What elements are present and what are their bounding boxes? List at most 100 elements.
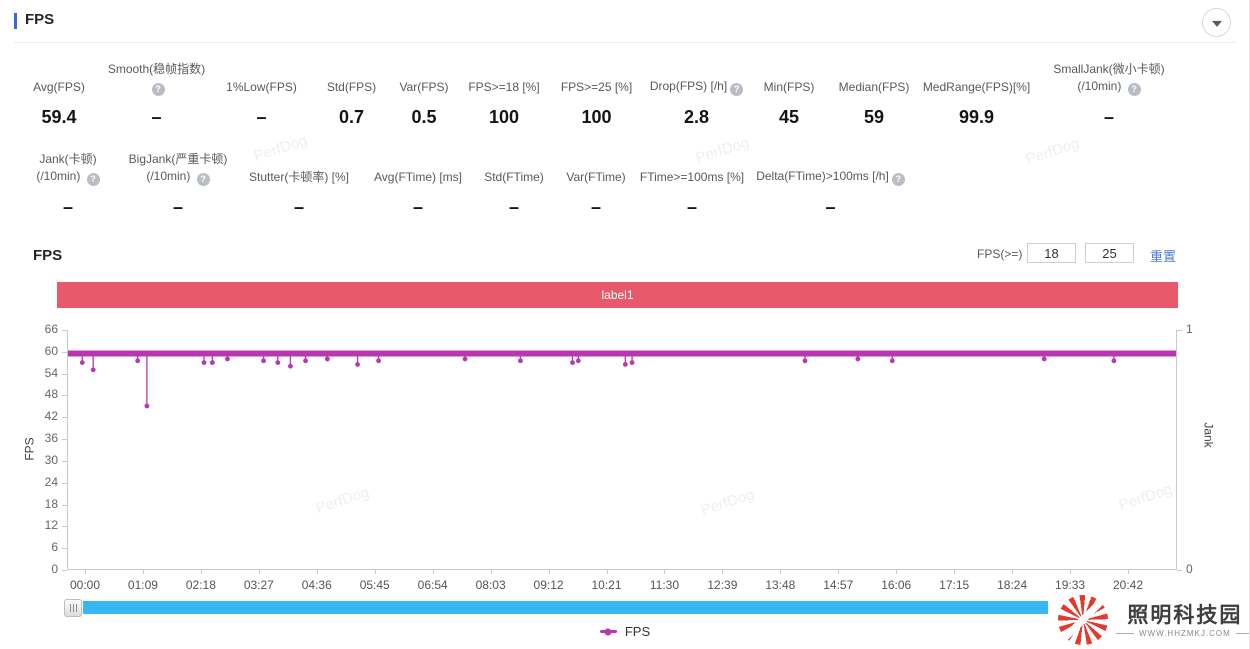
stat-label: Avg(FTime) [ms] <box>373 170 462 184</box>
xtick-mark <box>1012 570 1014 574</box>
help-icon[interactable]: ? <box>730 83 744 96</box>
ytick-label: 42 <box>44 409 58 424</box>
starburst-icon <box>1058 595 1108 645</box>
stat-label: Stutter(卡顿率) [%] <box>248 170 349 184</box>
stat-label: Std(FTime) <box>484 170 544 184</box>
ytick-mark <box>62 460 67 462</box>
panel-title: FPS <box>25 11 55 28</box>
xtick-label: 13:48 <box>765 578 796 592</box>
stat-value: 100 <box>488 107 520 127</box>
collapse-button[interactable] <box>1202 8 1231 37</box>
ytick-label: 18 <box>44 496 58 511</box>
section-accent-bar <box>14 13 17 29</box>
help-icon[interactable]: ? <box>151 83 165 96</box>
stat-label: FPS>=25 [%] <box>560 80 633 94</box>
stat-item: FPS>=18 [%] 100 <box>459 60 549 132</box>
stat-item: Avg(FPS) 59.4 <box>14 60 104 132</box>
xtick-mark <box>606 570 608 574</box>
xtick-label: 05:45 <box>359 578 390 592</box>
xtick-label: 18:24 <box>997 578 1028 592</box>
fps-threshold-label: FPS(>=) <box>977 247 1023 261</box>
stat-value: – <box>825 197 836 217</box>
stat-item: Median(FPS) 59 <box>829 60 919 132</box>
banner-label: label1 <box>601 288 634 302</box>
timeline-scrollbar-handle[interactable] <box>64 599 82 617</box>
help-icon[interactable]: ? <box>891 173 905 186</box>
chart-plot-area[interactable] <box>67 330 1177 570</box>
ytick-label: 54 <box>44 365 58 380</box>
xtick-mark <box>780 570 782 574</box>
watermark: PerfDog <box>1023 134 1082 169</box>
stat-item: Stutter(卡顿率) [%] – <box>234 150 364 222</box>
ytick-mark <box>1177 570 1182 571</box>
stat-label: FPS>=18 [%] <box>468 80 540 94</box>
ytick-mark <box>62 570 67 571</box>
stats-row-2: Jank(卡顿) (/10min) ? – BigJank(严重卡顿) (/10mi… <box>14 150 913 222</box>
ytick-mark <box>62 439 67 441</box>
xtick-label: 12:39 <box>707 578 738 592</box>
ytick-mark <box>1177 330 1182 331</box>
stat-label: Var(FPS) <box>399 80 449 94</box>
stat-label: SmallJank(微小卡顿) (/10min) ? <box>1053 62 1165 96</box>
stat-value: – <box>256 107 267 127</box>
ytick-mark <box>62 373 67 375</box>
stat-item: Std(FPS) 0.7 <box>314 60 389 132</box>
stat-value: 59 <box>863 107 885 127</box>
rtick-label: 1 <box>1186 322 1193 336</box>
stat-label: Var(FTime) <box>566 170 626 184</box>
stat-label: Delta(FTime)>100ms [/h]? <box>748 150 913 186</box>
ytick-label: 30 <box>44 452 58 467</box>
ytick-mark <box>62 417 67 419</box>
xtick-mark <box>838 570 840 574</box>
ytick-label: 12 <box>44 518 58 533</box>
stat-item: Min(FPS) 45 <box>749 60 829 132</box>
stat-value: 45 <box>778 107 800 127</box>
xtick-label: 09:12 <box>533 578 564 592</box>
legend-item-fps[interactable]: FPS <box>0 624 1249 639</box>
xtick-mark <box>316 570 318 574</box>
chart-annotation-banner: label1 <box>57 282 1178 308</box>
xtick-label: 06:54 <box>417 578 448 592</box>
site-logo: 照明科技园 WWW.HHZMKJ.COM <box>1058 593 1240 647</box>
ytick-mark <box>62 330 67 331</box>
stat-value: – <box>590 197 601 217</box>
stat-label: FTime>=100ms [%] <box>639 170 745 184</box>
xtick-mark <box>896 570 898 574</box>
logo-name: 照明科技园 <box>1127 603 1243 627</box>
xtick-label: 03:27 <box>243 578 274 592</box>
ytick-label: 24 <box>44 474 58 489</box>
stats-row-1: Avg(FPS) 59.4 Smooth(稳帧指数)? – 1%Low(FPS)… <box>14 60 1184 132</box>
ytick-label: 0 <box>51 562 58 576</box>
xtick-mark <box>85 570 86 574</box>
fps-threshold-min-input[interactable] <box>1027 243 1076 263</box>
xtick-mark <box>548 570 550 574</box>
xtick-mark <box>200 570 202 574</box>
stat-item: BigJank(严重卡顿) (/10min) ? – <box>122 150 234 222</box>
stat-label: Smooth(稳帧指数)? <box>107 62 206 96</box>
xtick-mark <box>954 570 956 574</box>
legend-marker-icon <box>599 628 617 635</box>
stat-label: BigJank(严重卡顿) (/10min) ? <box>128 152 228 186</box>
ytick-mark <box>62 504 67 506</box>
xtick-label: 02:18 <box>185 578 216 592</box>
help-icon[interactable]: ? <box>1127 83 1141 96</box>
stat-item: Avg(FTime) [ms] – <box>364 150 472 222</box>
stat-value: 2.8 <box>683 107 710 127</box>
ytick-mark <box>62 395 67 397</box>
stat-value: 0.5 <box>411 107 437 127</box>
timeline-scrollbar[interactable] <box>83 601 1048 614</box>
xtick-mark <box>722 570 724 574</box>
stat-value: – <box>508 197 519 217</box>
xtick-mark <box>142 570 144 574</box>
stat-item: Var(FTime) – <box>556 150 636 222</box>
stat-value: – <box>151 107 162 127</box>
fps-threshold-max-input[interactable] <box>1085 243 1134 263</box>
help-icon[interactable]: ? <box>196 173 210 186</box>
reset-link[interactable]: 重置 <box>1150 249 1177 264</box>
stat-label: Jank(卡顿) (/10min) ? <box>14 150 122 186</box>
stat-item: 1%Low(FPS) – <box>209 60 314 132</box>
stat-item: SmallJank(微小卡顿) (/10min) ? – <box>1034 60 1184 132</box>
ytick-mark <box>62 351 67 353</box>
ytick-label: 66 <box>44 322 58 336</box>
help-icon[interactable]: ? <box>86 173 100 186</box>
